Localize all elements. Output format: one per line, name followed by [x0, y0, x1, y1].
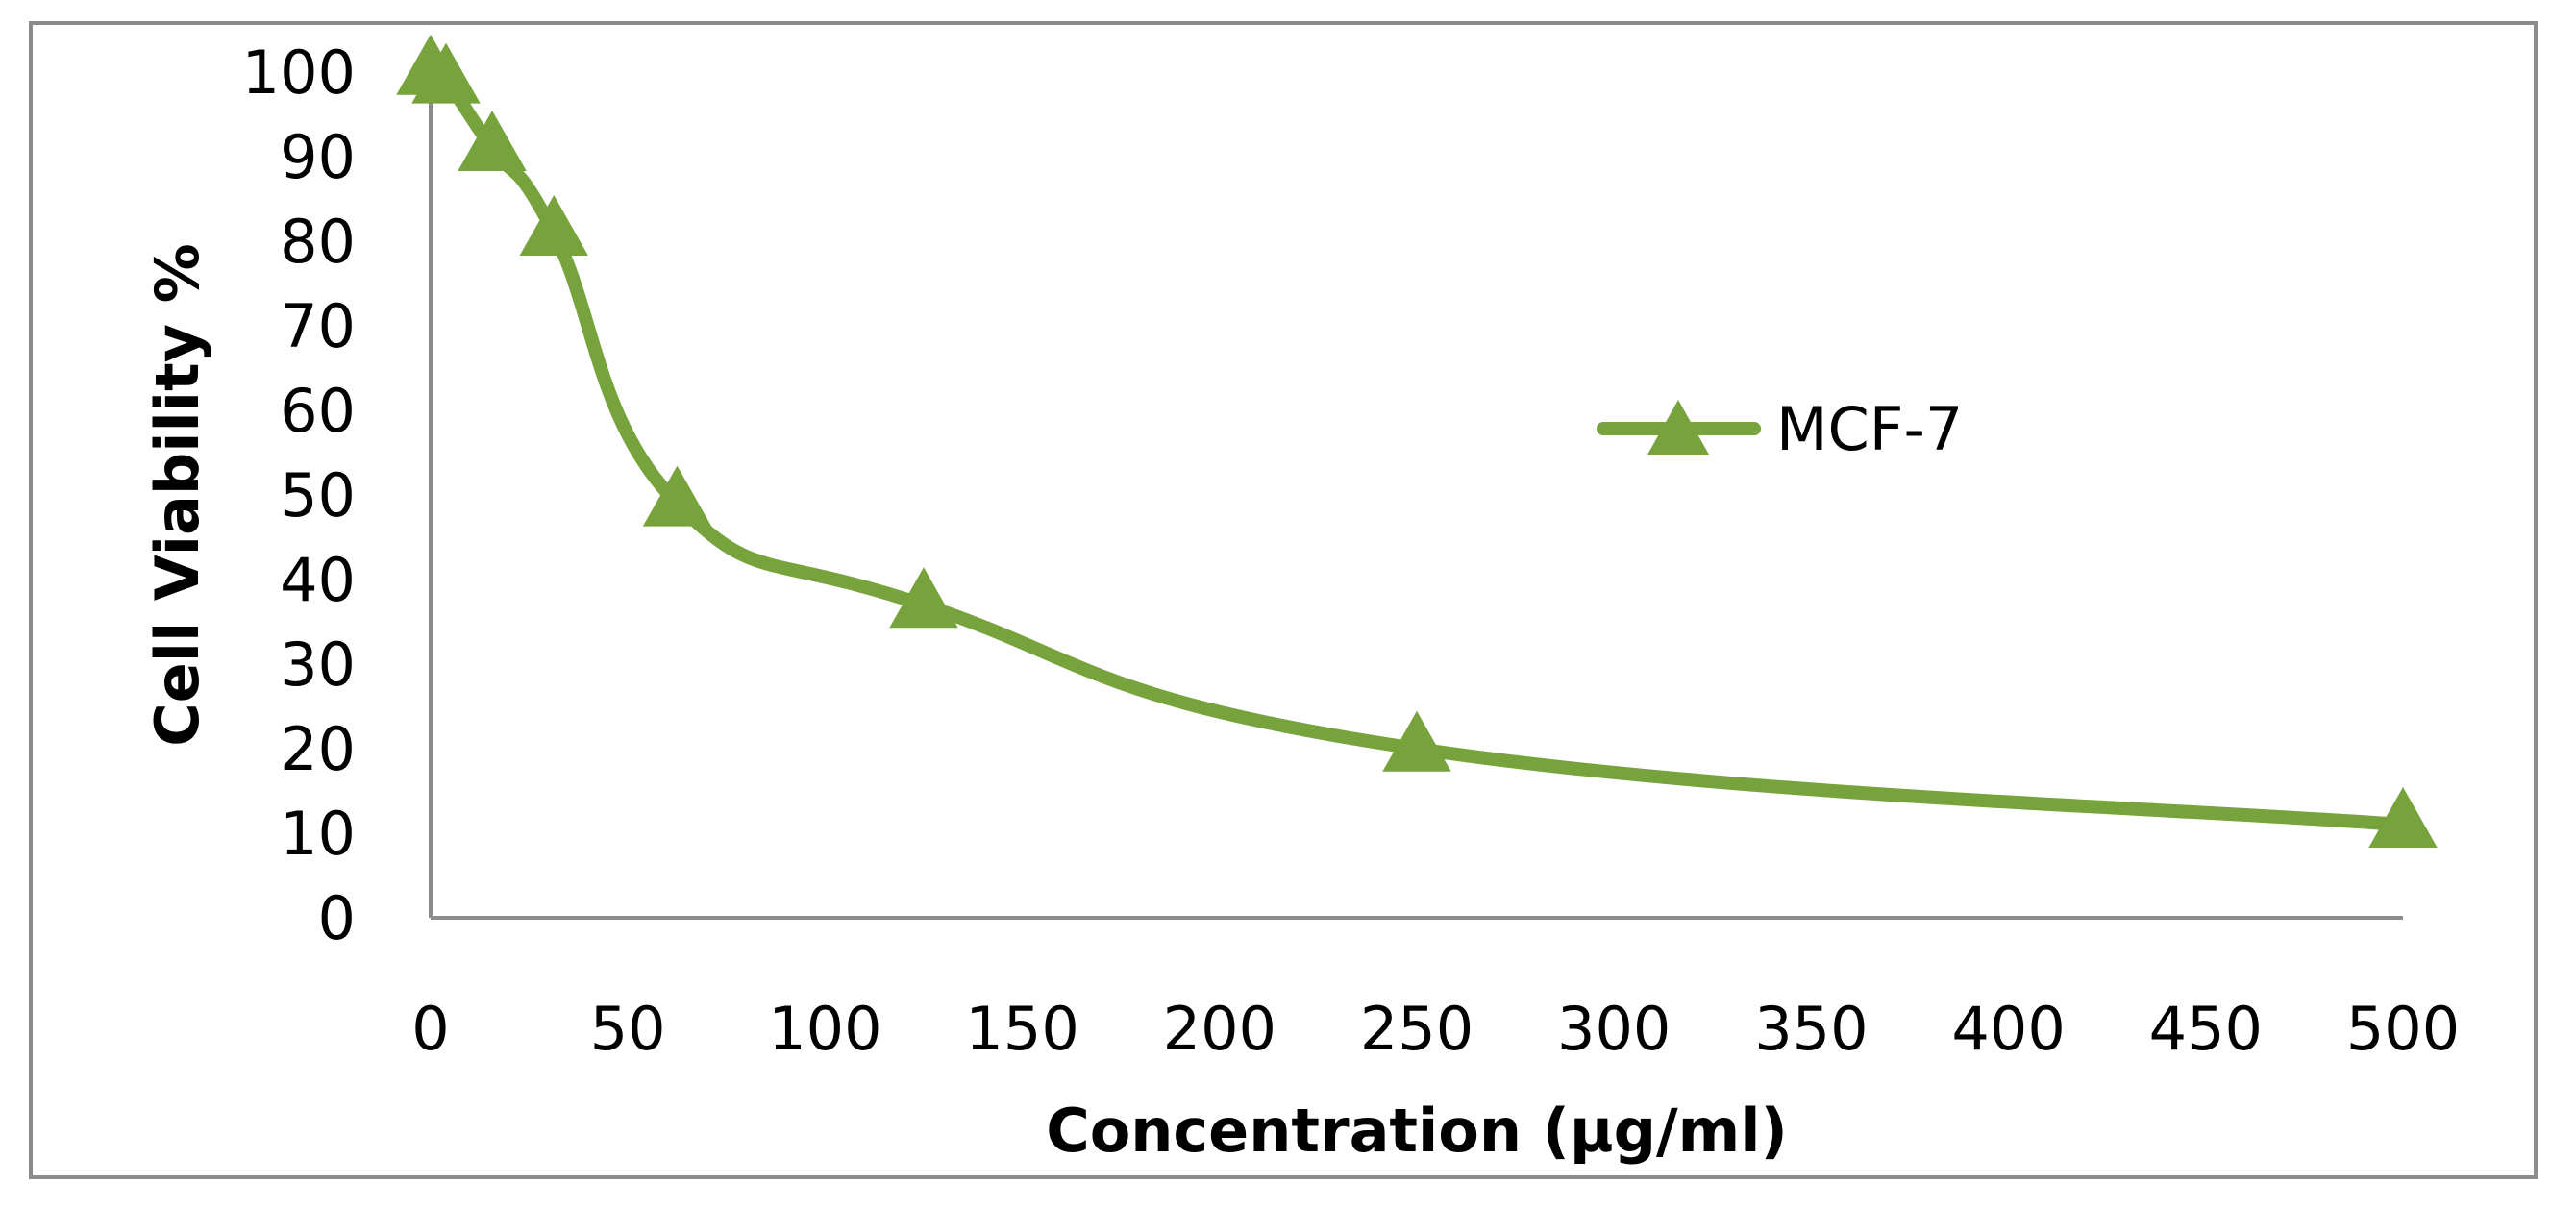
data-point-marker [458, 110, 527, 171]
y-tick-label: 70 [280, 291, 356, 361]
y-tick-label: 40 [280, 545, 356, 615]
y-tick-label: 60 [280, 376, 356, 446]
x-tick-label: 300 [1557, 994, 1671, 1064]
y-tick-label: 90 [280, 122, 356, 192]
legend-label: MCF-7 [1776, 394, 1963, 464]
x-tick-label: 100 [768, 994, 881, 1064]
y-tick-labels: 0 10 20 30 40 50 60 70 80 90 100 [242, 37, 356, 953]
x-tick-label: 50 [590, 994, 666, 1064]
x-tick-label: 250 [1360, 994, 1474, 1064]
y-tick-label: 0 [318, 883, 356, 953]
x-tick-label: 400 [1951, 994, 2065, 1064]
y-axis-title: Cell Viability % [142, 243, 212, 747]
y-tick-label: 50 [280, 460, 356, 530]
legend: MCF-7 [1597, 394, 1963, 464]
x-tick-label: 350 [1754, 994, 1868, 1064]
data-point-marker [2368, 786, 2438, 848]
data-point-marker [411, 42, 481, 104]
x-tick-label: 0 [411, 994, 449, 1064]
axes [429, 72, 2403, 920]
series-layer [396, 34, 2438, 848]
x-tick-label: 450 [2149, 994, 2263, 1064]
legend-marker-triangle [1647, 400, 1709, 455]
x-tick-label: 150 [965, 994, 1078, 1064]
x-tick-label: 500 [2346, 994, 2460, 1064]
y-tick-label: 30 [280, 629, 356, 700]
data-point-marker [642, 465, 712, 527]
chart-frame [29, 21, 2538, 1179]
x-tick-labels: 0 50 100 150 200 250 300 350 400 450 500 [411, 994, 2460, 1064]
data-point-marker [1382, 710, 1451, 772]
y-tick-label: 20 [280, 714, 356, 784]
data-point-marker [889, 567, 958, 629]
data-point-marker [519, 194, 588, 256]
y-tick-label: 100 [242, 37, 356, 108]
y-tick-label: 10 [280, 799, 356, 869]
y-tick-label: 80 [280, 207, 356, 277]
x-tick-label: 200 [1163, 994, 1276, 1064]
x-axis-title: Concentration (µg/ml) [1046, 1096, 1788, 1166]
